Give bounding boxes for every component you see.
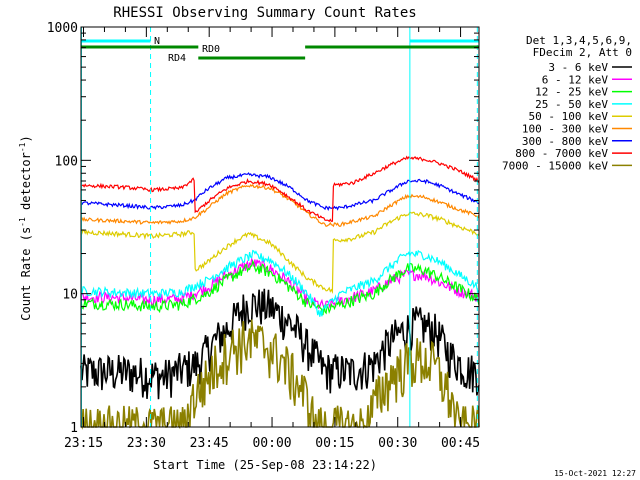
y-tick-label: 100 [55, 154, 78, 169]
series-6-12-kev [80, 256, 480, 310]
y-axis-label: Count Rate (s-1 detector-1) [18, 135, 33, 320]
legend-label: 3 - 6 keV [548, 61, 608, 74]
x-axis-label: Start Time (25-Sep-08 23:14:22) [153, 458, 377, 472]
legend-label: 25 - 50 keV [535, 98, 608, 111]
axis-layer: 1 10 100 1000 23:15 23:30 23:45 00:00 00:15 00:30… [47, 21, 480, 451]
legend-label: 50 - 100 keV [529, 110, 609, 123]
legend-header-line: FDecim 2, Att 0 [533, 46, 632, 59]
y-tick-label: 1 [70, 421, 78, 436]
plot-frame [80, 26, 480, 428]
series-25-50-kev [80, 249, 480, 317]
chart-title: RHESSI Observing Summary Count Rates [113, 5, 416, 21]
x-tick-label: 00:15 [315, 436, 354, 451]
legend-label: 100 - 300 keV [522, 123, 608, 136]
legend-label: 6 - 12 keV [542, 73, 609, 86]
y-tick-label: 10 [62, 288, 78, 303]
legend-header-line: Det 1,3,4,5,6,9, [526, 34, 632, 47]
series-12-25-kev [80, 259, 480, 316]
legend-label: 12 - 25 keV [535, 86, 608, 99]
x-tick-label: 23:15 [64, 436, 103, 451]
series-3-6-kev [80, 288, 480, 400]
legend-label: 7000 - 15000 keV [502, 159, 608, 172]
x-tick-label: 23:30 [127, 436, 166, 451]
series-300-800-kev [80, 172, 480, 211]
annotation-n: N [154, 36, 160, 47]
legend-label: 300 - 800 keV [522, 135, 608, 148]
annotation-rd0: RD0 [202, 44, 220, 55]
series-50-100-kev [80, 211, 480, 295]
x-tick-label: 00:00 [252, 436, 291, 451]
series-100-300-kev [80, 183, 480, 228]
x-tick-label: 00:30 [378, 436, 417, 451]
legend: Det 1,3,4,5,6,9,FDecim 2, Att 0 3 - 6 keV… [502, 34, 632, 172]
series-800-7000-kev [80, 155, 480, 223]
annotation-rd4: RD4 [168, 53, 186, 64]
y-tick-label: 1000 [47, 21, 78, 36]
x-tick-label: 23:45 [190, 436, 229, 451]
legend-label: 800 - 7000 keV [515, 147, 608, 160]
generated-timestamp: 15-Oct-2021 12:27 [554, 469, 636, 478]
x-tick-label: 00:45 [441, 436, 480, 451]
